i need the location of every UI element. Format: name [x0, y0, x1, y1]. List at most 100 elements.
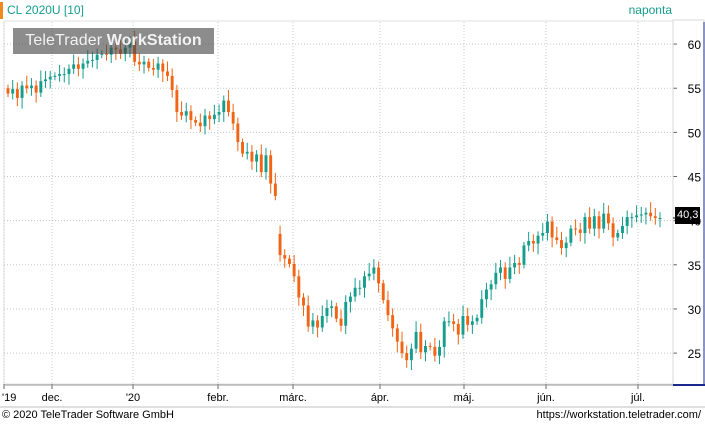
watermark-brand-light: TeleTrader: [25, 32, 107, 49]
candle-body: [438, 346, 441, 356]
candle-body: [428, 346, 432, 348]
candle-body: [67, 68, 71, 75]
candle-body: [222, 100, 226, 113]
candle-body: [198, 122, 202, 127]
candle-body: [316, 320, 320, 328]
y-tick-label: 55: [688, 82, 702, 96]
candle-body: [6, 88, 10, 94]
candle-body: [339, 318, 343, 326]
candle-body: [39, 81, 43, 93]
x-tick-label: jún.: [536, 392, 555, 404]
period-label[interactable]: naponta: [628, 3, 672, 17]
candle-body: [494, 272, 498, 285]
candle-body: [15, 89, 19, 98]
candle-body: [302, 297, 305, 306]
candle-body: [409, 348, 413, 361]
candle-body: [76, 64, 80, 69]
candle-body: [48, 76, 52, 80]
candle-body: [53, 75, 57, 77]
candle-body: [541, 233, 545, 236]
candle-body: [175, 89, 179, 113]
candle-body: [142, 61, 146, 65]
candle-body: [62, 74, 66, 76]
x-tick-label: '20: [126, 392, 140, 404]
candle-body: [11, 89, 15, 94]
candle-body: [536, 235, 540, 244]
candle-body: [644, 212, 648, 215]
website-url[interactable]: https://workstation.teletrader.com/: [536, 409, 701, 421]
candle-body: [227, 100, 230, 113]
candle-body: [194, 120, 198, 123]
candle-body: [170, 75, 174, 90]
candle-body: [513, 263, 517, 268]
candle-body: [25, 85, 29, 89]
candle-body: [447, 321, 451, 323]
candle-body: [424, 346, 427, 353]
candle-body: [466, 316, 470, 325]
candle-body: [635, 215, 639, 218]
candle-body: [588, 217, 592, 229]
candle-body: [363, 276, 366, 288]
candle-body: [555, 237, 559, 241]
candle-body: [105, 53, 108, 55]
candle-body: [508, 267, 512, 279]
candle-body: [395, 328, 399, 342]
plot-area: [3, 20, 674, 385]
candle-body: [377, 267, 381, 284]
candle-body: [550, 221, 554, 238]
candle-body: [236, 123, 240, 143]
candle-body: [287, 258, 291, 264]
x-tick-label: máj.: [454, 392, 475, 404]
last-value-badge: 40,3: [675, 207, 701, 224]
candle-body: [255, 154, 259, 162]
candle-body: [597, 216, 601, 229]
candle-body: [386, 300, 390, 316]
candle-body: [564, 242, 568, 249]
candle-body: [381, 283, 385, 301]
candle-body: [325, 308, 329, 317]
candle-body: [419, 331, 423, 353]
candle-body: [29, 85, 33, 89]
candle-body: [166, 71, 169, 76]
candle-body: [391, 315, 395, 329]
candle-body: [245, 151, 249, 154]
instrument-label[interactable]: CL 2020U [10]: [7, 3, 84, 17]
candle-body: [208, 115, 212, 120]
y-tick-label: 30: [688, 303, 702, 317]
candle-body: [34, 85, 38, 93]
candle-body: [658, 218, 662, 220]
candle-body: [583, 217, 587, 234]
candle-body: [527, 240, 531, 246]
candle-body: [442, 321, 446, 347]
candle-body: [334, 306, 338, 319]
candle-body: [569, 228, 573, 243]
candle-body: [156, 63, 160, 70]
candle-body: [72, 64, 76, 69]
candle-body: [306, 305, 310, 327]
candle-body: [189, 111, 193, 121]
candle-body: [212, 114, 216, 120]
candle-body: [358, 287, 362, 289]
candle-body: [184, 111, 188, 116]
candle-body: [44, 79, 47, 82]
candle-body: [560, 240, 563, 249]
candle-body: [86, 60, 90, 64]
candle-body: [630, 217, 634, 219]
teletrader-watermark: TeleTrader WorkStation: [13, 28, 214, 54]
candle-body: [517, 263, 521, 265]
candle-body: [264, 155, 268, 173]
candle-body: [297, 276, 301, 298]
candle-body: [269, 155, 273, 184]
candle-body: [531, 240, 535, 244]
candle-body: [611, 223, 615, 238]
candle-body: [461, 316, 465, 335]
candle-body: [330, 306, 334, 309]
candle-body: [452, 321, 456, 324]
candle-body: [231, 112, 235, 124]
candle-body: [320, 316, 324, 328]
candle-body: [20, 85, 24, 98]
candle-body: [480, 299, 484, 318]
x-tick-label: ápr.: [371, 392, 389, 404]
